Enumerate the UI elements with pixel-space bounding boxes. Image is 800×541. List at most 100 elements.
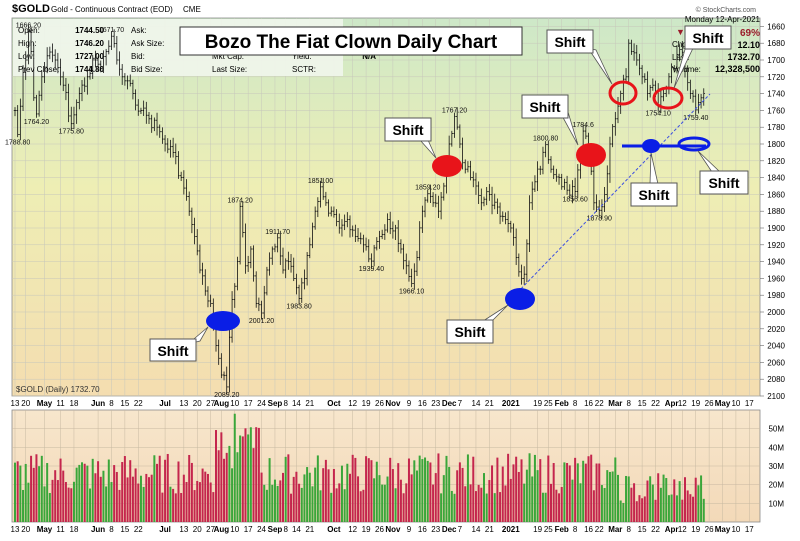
volume-bar bbox=[584, 463, 587, 522]
price-tick-label: 1820 bbox=[767, 157, 785, 166]
callout-shift-nov: Shift bbox=[384, 117, 437, 159]
price-annotation: 1754.10 bbox=[646, 110, 671, 117]
x-tick-label: 10 bbox=[731, 399, 740, 408]
red-marker-nov bbox=[432, 155, 462, 177]
volume-bar bbox=[255, 427, 258, 522]
volume-bar bbox=[223, 458, 226, 522]
volume-bar bbox=[220, 432, 223, 522]
description-label: Gold - Continuous Contract (EOD) bbox=[51, 5, 173, 14]
volume-bar bbox=[466, 454, 469, 522]
volume-bar bbox=[517, 471, 520, 522]
volume-bar bbox=[239, 435, 242, 522]
x-tick-label: 12 bbox=[348, 525, 357, 534]
blue-marker-mar bbox=[642, 139, 660, 153]
volume-bar bbox=[64, 482, 67, 522]
volume-bar bbox=[292, 476, 295, 522]
volume-bar bbox=[630, 487, 633, 522]
quote-high-label: High: bbox=[18, 39, 37, 48]
x-tick-label: 8 bbox=[573, 525, 578, 534]
volume-bar bbox=[265, 489, 268, 522]
volume-bar bbox=[78, 464, 81, 522]
volume-bar bbox=[91, 458, 94, 522]
price-annotation: 1764.20 bbox=[24, 119, 49, 126]
price-tick-label: 1720 bbox=[767, 73, 785, 82]
price-annotation: 1784.6 bbox=[572, 122, 594, 129]
x-tick-label: Apr bbox=[665, 399, 679, 408]
quote-volume-value: 12,328,500 bbox=[715, 64, 760, 74]
x-tick-label: 8 bbox=[109, 525, 114, 534]
quote-right: Monday 12-Apr-2021 ▼ Chg: 69% 12.10 Last… bbox=[672, 15, 761, 74]
volume-bar bbox=[456, 470, 459, 522]
x-tick-label: Aug bbox=[214, 399, 230, 408]
volume-bar bbox=[236, 452, 239, 522]
volume-bar bbox=[121, 462, 124, 522]
volume-bar bbox=[477, 484, 480, 522]
volume-bar bbox=[464, 486, 467, 522]
volume-bar bbox=[608, 471, 611, 522]
x-tick-label: 21 bbox=[485, 525, 494, 534]
volume-bar bbox=[249, 427, 252, 522]
volume-bar bbox=[169, 486, 172, 522]
x-tick-label: 23 bbox=[431, 399, 440, 408]
volume-bar bbox=[461, 467, 464, 522]
volume-bar bbox=[346, 463, 349, 522]
volume-bar bbox=[123, 456, 126, 522]
volume-bar bbox=[164, 459, 167, 522]
price-annotation: 1759.40 bbox=[683, 115, 708, 122]
x-tick-label: Jul bbox=[159, 525, 171, 534]
price-annotation: 1911.70 bbox=[265, 229, 290, 236]
price-annotation: 1874.20 bbox=[227, 197, 252, 204]
volume-bar bbox=[520, 459, 523, 522]
volume-tick-label: 50M bbox=[768, 425, 784, 434]
price-annotation: 1851.00 bbox=[308, 178, 333, 185]
volume-bar bbox=[547, 455, 550, 522]
price-annotation: 1788.80 bbox=[5, 140, 30, 147]
support-trendline bbox=[513, 93, 711, 297]
price-tick-label: 1920 bbox=[767, 241, 785, 250]
volume-bar bbox=[316, 455, 319, 522]
volume-tick-label: 10M bbox=[768, 499, 784, 508]
volume-bar bbox=[185, 482, 188, 522]
volume-bar bbox=[182, 474, 185, 522]
volume-bar bbox=[365, 456, 368, 522]
volume-bar bbox=[48, 492, 51, 522]
volume-bar bbox=[148, 477, 150, 522]
volume-bar bbox=[657, 473, 660, 522]
x-tick-label: 8 bbox=[626, 399, 631, 408]
x-tick-label: 14 bbox=[292, 525, 301, 534]
x-tick-label: Nov bbox=[385, 525, 401, 534]
blue-marker-aug bbox=[206, 311, 240, 331]
volume-bar bbox=[375, 461, 378, 522]
volume-bar bbox=[558, 493, 561, 522]
volume-bar bbox=[215, 430, 217, 522]
volume-bar bbox=[579, 483, 582, 522]
volume-bar bbox=[528, 453, 531, 522]
price-annotation: 1878.90 bbox=[587, 215, 612, 222]
price-tick-label: 1680 bbox=[767, 39, 785, 48]
volume-bar bbox=[541, 492, 544, 522]
volume-bar bbox=[488, 480, 491, 522]
quote-mktcap-label: Mkt Cap: bbox=[212, 52, 244, 61]
volume-bar bbox=[662, 474, 665, 522]
volume-bar bbox=[196, 480, 199, 522]
volume-bar bbox=[271, 484, 274, 522]
price-annotation: 1800.80 bbox=[533, 136, 558, 143]
quote-bidsize-label: Bid Size: bbox=[131, 65, 163, 74]
blue-marker-jan bbox=[505, 288, 535, 310]
volume-bar bbox=[22, 489, 25, 522]
volume-bar bbox=[619, 500, 622, 522]
volume-bar bbox=[507, 453, 510, 522]
x-tick-label: 22 bbox=[595, 399, 604, 408]
volume-bar bbox=[118, 489, 121, 522]
price-tick-label: 1760 bbox=[767, 106, 785, 115]
x-tick-label: Feb bbox=[555, 399, 569, 408]
volume-bar bbox=[327, 469, 330, 522]
price-tick-label: 1980 bbox=[767, 291, 785, 300]
volume-bar bbox=[667, 495, 670, 522]
volume-bar bbox=[314, 467, 317, 522]
volume-bar bbox=[83, 463, 86, 522]
quote-change-label: Chg: bbox=[672, 40, 689, 49]
volume-bar bbox=[306, 467, 309, 522]
volume-bar bbox=[458, 462, 461, 522]
